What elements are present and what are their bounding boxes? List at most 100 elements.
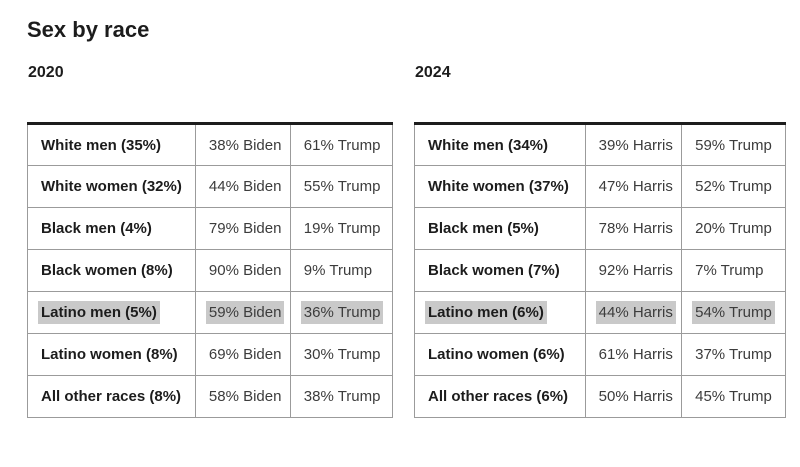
rep-cell: 55% Trump xyxy=(289,165,394,208)
rep-value: 36% Trump xyxy=(300,301,384,324)
table-row: Latino women (6%) 61% Harris 37% Trump xyxy=(414,333,786,376)
rep-value: 7% Trump xyxy=(695,262,764,279)
rep-value: 38% Trump xyxy=(303,388,381,405)
dem-value: 44% Biden xyxy=(208,178,282,195)
exit-poll-table-2024: White men (34%) 39% Harris 59% Trump Whi… xyxy=(414,122,786,418)
rep-cell: 9% Trump xyxy=(289,249,394,292)
dem-value: 59% Biden xyxy=(205,301,285,324)
rep-cell: 37% Trump xyxy=(681,333,786,376)
dem-value: 92% Harris xyxy=(598,262,673,279)
group-label: White men (35%) xyxy=(41,136,162,154)
rep-cell: 30% Trump xyxy=(289,333,394,376)
dem-value: 39% Harris xyxy=(598,136,673,154)
group-cell: Latino men (6%) xyxy=(414,291,586,334)
dem-cell: 92% Harris xyxy=(584,249,683,292)
rep-value: 59% Trump xyxy=(695,136,772,154)
table-row: White men (34%) 39% Harris 59% Trump xyxy=(414,122,786,166)
group-label: White women (37%) xyxy=(428,178,569,195)
dem-cell: 59% Biden xyxy=(194,291,291,334)
rep-cell: 7% Trump xyxy=(681,249,786,292)
rep-value: 20% Trump xyxy=(695,220,772,237)
dem-cell: 50% Harris xyxy=(584,375,683,418)
dem-cell: 44% Biden xyxy=(194,165,291,208)
dem-value: 50% Harris xyxy=(598,388,673,405)
group-label: White men (34%) xyxy=(428,136,549,154)
rep-cell: 61% Trump xyxy=(289,122,394,166)
group-label: Black women (8%) xyxy=(41,262,173,279)
group-cell: White women (37%) xyxy=(414,165,586,208)
rep-value: 54% Trump xyxy=(692,301,775,324)
page: Sex by race 2020 White men (35%) 38% Bid… xyxy=(27,17,786,418)
rep-value: 37% Trump xyxy=(695,346,772,363)
dem-value: 79% Biden xyxy=(208,220,282,237)
group-cell: Black women (8%) xyxy=(27,249,196,292)
group-cell: All other races (8%) xyxy=(27,375,196,418)
dem-value: 69% Biden xyxy=(208,346,282,363)
dem-cell: 90% Biden xyxy=(194,249,291,292)
group-label: All other races (6%) xyxy=(428,388,569,405)
group-cell: Black men (4%) xyxy=(27,207,196,250)
table-row-highlighted: Latino men (5%) 59% Biden 36% Trump xyxy=(27,291,394,334)
rep-cell: 38% Trump xyxy=(289,375,394,418)
year-label-2020: 2020 xyxy=(28,64,64,81)
rep-cell: 20% Trump xyxy=(681,207,786,250)
group-cell: Black women (7%) xyxy=(414,249,586,292)
group-cell: Latino men (5%) xyxy=(27,291,196,334)
rep-value: 52% Trump xyxy=(695,178,772,195)
group-label: All other races (8%) xyxy=(41,388,182,405)
group-cell: All other races (6%) xyxy=(414,375,586,418)
group-cell: Latino women (6%) xyxy=(414,333,586,376)
dem-value: 44% Harris xyxy=(595,301,676,324)
group-label: Latino men (5%) xyxy=(38,301,160,324)
dem-value: 61% Harris xyxy=(598,346,673,363)
rep-cell: 59% Trump xyxy=(681,122,786,166)
rep-cell: 45% Trump xyxy=(681,375,786,418)
rep-cell: 19% Trump xyxy=(289,207,394,250)
rep-value: 30% Trump xyxy=(303,346,381,363)
table-row: All other races (8%) 58% Biden 38% Trump xyxy=(27,375,394,418)
table-row-highlighted: Latino men (6%) 44% Harris 54% Trump xyxy=(414,291,786,334)
dem-cell: 58% Biden xyxy=(194,375,291,418)
group-label: Latino men (6%) xyxy=(425,301,547,324)
table-row: Latino women (8%) 69% Biden 30% Trump xyxy=(27,333,394,376)
group-label: Black men (4%) xyxy=(41,220,152,237)
table-row: Black women (8%) 90% Biden 9% Trump xyxy=(27,249,394,292)
table-row: White men (35%) 38% Biden 61% Trump xyxy=(27,122,394,166)
dem-cell: 38% Biden xyxy=(194,122,291,166)
table-column-2020: 2020 White men (35%) 38% Biden 61% Trump… xyxy=(27,64,394,418)
table-row: Black women (7%) 92% Harris 7% Trump xyxy=(414,249,786,292)
table-row: Black men (4%) 79% Biden 19% Trump xyxy=(27,207,394,250)
group-label: White women (32%) xyxy=(41,178,182,195)
group-cell: Black men (5%) xyxy=(414,207,586,250)
dem-value: 58% Biden xyxy=(208,388,282,405)
table-column-2024: 2024 White men (34%) 39% Harris 59% Trum… xyxy=(414,64,786,418)
group-cell: Latino women (8%) xyxy=(27,333,196,376)
year-label-2024: 2024 xyxy=(415,64,451,81)
dem-cell: 79% Biden xyxy=(194,207,291,250)
dem-value: 90% Biden xyxy=(208,262,282,279)
group-label: Black men (5%) xyxy=(428,220,539,237)
rep-cell: 36% Trump xyxy=(289,291,394,334)
dem-cell: 39% Harris xyxy=(584,122,683,166)
dem-value: 78% Harris xyxy=(598,220,673,237)
group-label: Latino women (6%) xyxy=(428,346,565,363)
group-cell: White men (34%) xyxy=(414,122,586,166)
group-cell: White women (32%) xyxy=(27,165,196,208)
dem-cell: 61% Harris xyxy=(584,333,683,376)
rep-value: 9% Trump xyxy=(303,262,373,279)
rep-value: 19% Trump xyxy=(303,220,381,237)
table-row: White women (32%) 44% Biden 55% Trump xyxy=(27,165,394,208)
page-title: Sex by race xyxy=(27,17,150,42)
rep-value: 45% Trump xyxy=(695,388,772,405)
dem-value: 38% Biden xyxy=(208,136,282,154)
rep-cell: 52% Trump xyxy=(681,165,786,208)
group-cell: White men (35%) xyxy=(27,122,196,166)
rep-value: 61% Trump xyxy=(303,136,381,154)
rep-cell: 54% Trump xyxy=(681,291,786,334)
table-row: Black men (5%) 78% Harris 20% Trump xyxy=(414,207,786,250)
dem-cell: 78% Harris xyxy=(584,207,683,250)
table-row: White women (37%) 47% Harris 52% Trump xyxy=(414,165,786,208)
table-row: All other races (6%) 50% Harris 45% Trum… xyxy=(414,375,786,418)
dem-value: 47% Harris xyxy=(598,178,673,195)
group-label: Latino women (8%) xyxy=(41,346,178,363)
